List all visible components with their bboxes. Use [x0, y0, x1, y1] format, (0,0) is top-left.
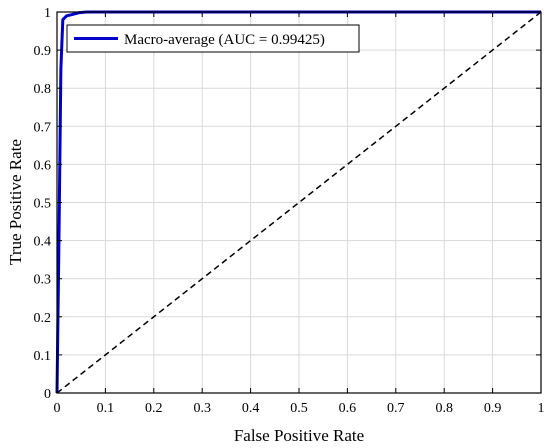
y-tick-label: 0.7 — [34, 120, 52, 135]
y-tick-label: 0.1 — [34, 349, 52, 364]
legend-label: Macro-average (AUC = 0.99425) — [124, 32, 325, 48]
x-axis-label: False Positive Rate — [234, 426, 364, 445]
x-tick-label: 0.9 — [484, 401, 502, 416]
x-tick-label: 0 — [54, 401, 61, 416]
x-tick-label: 0.5 — [290, 401, 308, 416]
y-tick-label: 0.8 — [34, 82, 52, 97]
x-tick-label: 0.6 — [339, 401, 357, 416]
y-tick-label: 0.3 — [34, 273, 52, 288]
x-tick-label: 0.2 — [145, 401, 163, 416]
x-tick-label: 1 — [538, 401, 545, 416]
y-tick-label: 0.5 — [34, 197, 52, 212]
y-tick-label: 0.9 — [34, 44, 52, 59]
y-axis-label: True Positive Rate — [6, 139, 25, 265]
x-tick-label: 0.7 — [387, 401, 405, 416]
y-tick-label: 0 — [44, 387, 51, 402]
y-tick-label: 0.6 — [34, 158, 52, 173]
y-tick-label: 0.2 — [34, 311, 52, 326]
y-tick-label: 0.4 — [34, 235, 52, 250]
legend: Macro-average (AUC = 0.99425) — [67, 25, 359, 52]
x-tick-label: 0.1 — [97, 401, 115, 416]
x-tick-label: 0.3 — [193, 401, 211, 416]
x-tick-label: 0.8 — [435, 401, 453, 416]
y-tick-label: 1 — [44, 6, 51, 21]
x-tick-label: 0.4 — [242, 401, 260, 416]
